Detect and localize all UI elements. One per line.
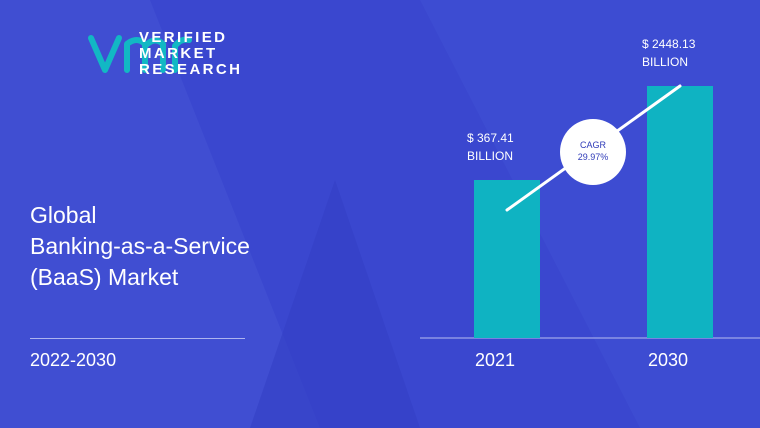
x-tick-label-2030: 2030: [648, 350, 688, 370]
x-tick-label-2021: 2021: [475, 350, 515, 370]
cagr-label-line-1: CAGR: [580, 140, 607, 150]
title-divider: [30, 338, 245, 339]
brand-line-1: VERIFIED: [139, 29, 228, 46]
bar-2030: [647, 86, 713, 338]
value-label-2021-line-1: $ 367.41: [467, 131, 514, 145]
title-line-2: Banking-as-a-Service: [30, 233, 250, 259]
value-label-2030-line-1: $ 2448.13: [642, 37, 696, 51]
brand-line-3: RESEARCH: [139, 61, 243, 78]
forecast-period: 2022-2030: [30, 350, 117, 370]
brand-name: VERIFIED MARKET RESEARCH: [139, 30, 242, 78]
chart-title: Global Banking-as-a-Service (BaaS) Marke…: [30, 200, 290, 293]
cagr-label-line-2: 29.97%: [578, 152, 609, 162]
brand-line-2: MARKET: [139, 45, 218, 62]
cagr-badge: [560, 119, 626, 185]
title-line-3: (BaaS) Market: [30, 264, 179, 290]
value-label-2030-line-2: BILLION: [642, 55, 688, 69]
title-line-1: Global: [30, 202, 97, 228]
bar-2021: [474, 180, 540, 338]
vmr-logo-icon: [88, 35, 192, 73]
value-label-2021-line-2: BILLION: [467, 149, 513, 163]
